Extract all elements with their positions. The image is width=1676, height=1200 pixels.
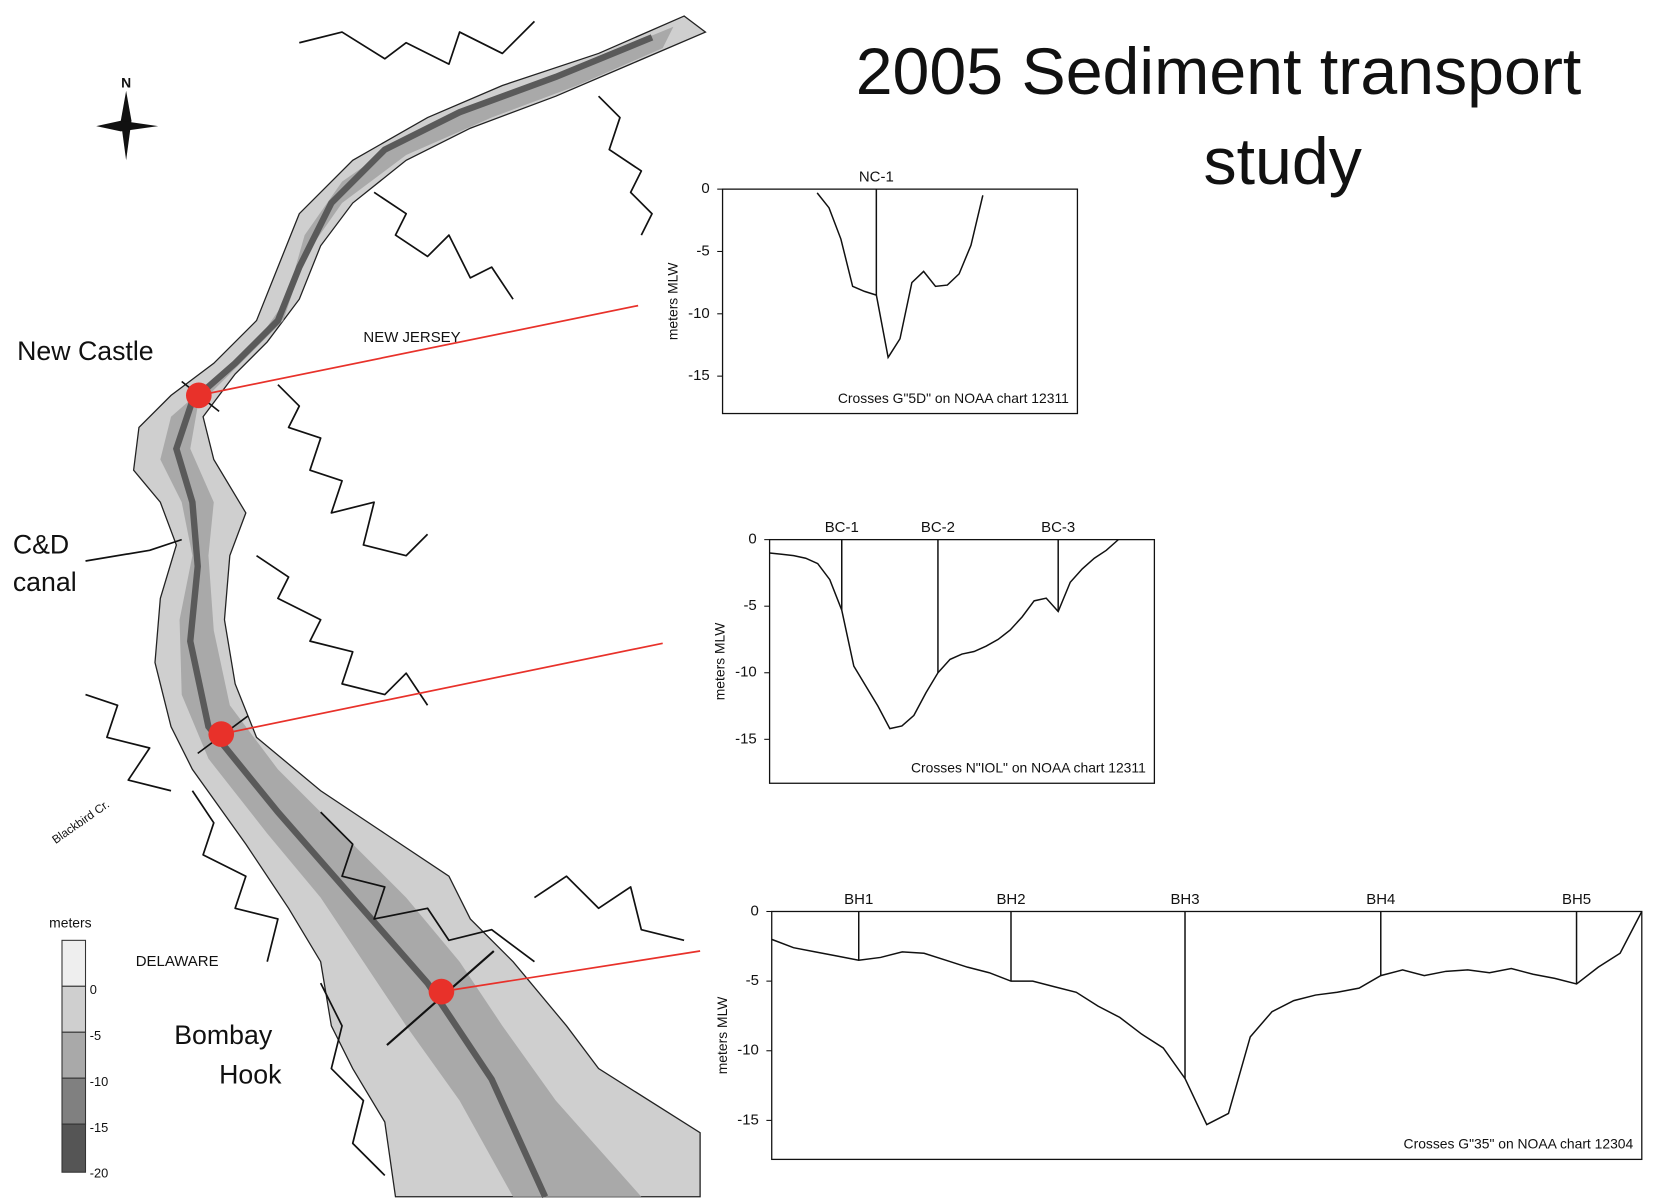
- place-label: Bombay: [174, 1020, 273, 1050]
- plot-frame: [772, 911, 1642, 1159]
- place-label: Hook: [219, 1060, 282, 1090]
- slide-title: 2005 Sediment transport: [856, 35, 1582, 109]
- place-label: canal: [13, 567, 77, 597]
- state-label: NEW JERSEY: [363, 329, 460, 346]
- y-tick-label: -15: [737, 1111, 759, 1128]
- legend-tick: -20: [90, 1166, 109, 1181]
- caption: Crosses G"5D" on NOAA chart 12311: [838, 390, 1069, 406]
- y-axis-label: meters MLW: [665, 262, 681, 340]
- y-tick-label: 0: [751, 902, 759, 919]
- y-tick-label: 0: [701, 180, 709, 197]
- slide-title: study: [1203, 125, 1361, 199]
- y-tick-label: -10: [688, 305, 710, 322]
- station-label: BH5: [1562, 891, 1591, 908]
- station-label: BC-1: [825, 519, 859, 536]
- cross-section-chart: 0 -5 -10 -15 meters MLW Crosses N"IOL" on NOA…: [712, 519, 1155, 783]
- station-label: BH1: [844, 891, 873, 908]
- north-label: N: [121, 75, 131, 91]
- station-label: BH2: [996, 891, 1025, 908]
- y-axis-label: meters MLW: [712, 622, 728, 700]
- y-tick-label: -5: [743, 597, 756, 614]
- legend-tick: -10: [90, 1074, 109, 1089]
- slide: N New Castle C&D canal NEW JERSEY DELAWA…: [0, 0, 1676, 1200]
- state-label: DELAWARE: [136, 953, 219, 970]
- legend-tick: 0: [90, 982, 97, 997]
- station-label: BC-2: [921, 519, 955, 536]
- plot-frame: [723, 189, 1078, 413]
- depth-legend: meters 0 -5 -10 -15 -20: [49, 915, 108, 1181]
- y-tick-label: -5: [746, 972, 759, 989]
- place-label: New Castle: [17, 336, 154, 366]
- station-label: NC-1: [859, 169, 894, 186]
- y-tick-label: -10: [735, 664, 757, 681]
- legend-tick: -5: [90, 1028, 101, 1043]
- page: { "title": ["2005 Sediment transport", "…: [0, 0, 1676, 1200]
- y-tick-label: -15: [735, 730, 757, 747]
- station-label: BH3: [1170, 891, 1199, 908]
- cross-section-chart: 0 -5 -10 -15 meters MLW Crosses G"35" on NOAA…: [714, 891, 1642, 1159]
- y-tick-label: -5: [696, 242, 709, 259]
- caption: Crosses N"IOL" on NOAA chart 12311: [911, 760, 1146, 776]
- y-tick-label: 0: [748, 531, 756, 548]
- station-label: BC-3: [1041, 519, 1075, 536]
- y-tick-label: -15: [688, 367, 710, 384]
- caption: Crosses G"35" on NOAA chart 12304: [1404, 1136, 1634, 1152]
- place-label: C&D: [13, 530, 69, 560]
- y-tick-label: -10: [737, 1042, 759, 1059]
- map: N New Castle C&D canal NEW JERSEY DELAWA…: [13, 9, 754, 1197]
- cross-section-chart: 0 -5 -10 -15 meters MLW Crosses G"5D" on NOAA…: [665, 169, 1078, 414]
- station-label: BH4: [1366, 891, 1395, 908]
- creek-label: Blackbird Cr.: [50, 798, 112, 847]
- legend-tick: -15: [90, 1120, 109, 1135]
- y-axis-label: meters MLW: [714, 996, 730, 1074]
- legend-title: meters: [49, 915, 91, 931]
